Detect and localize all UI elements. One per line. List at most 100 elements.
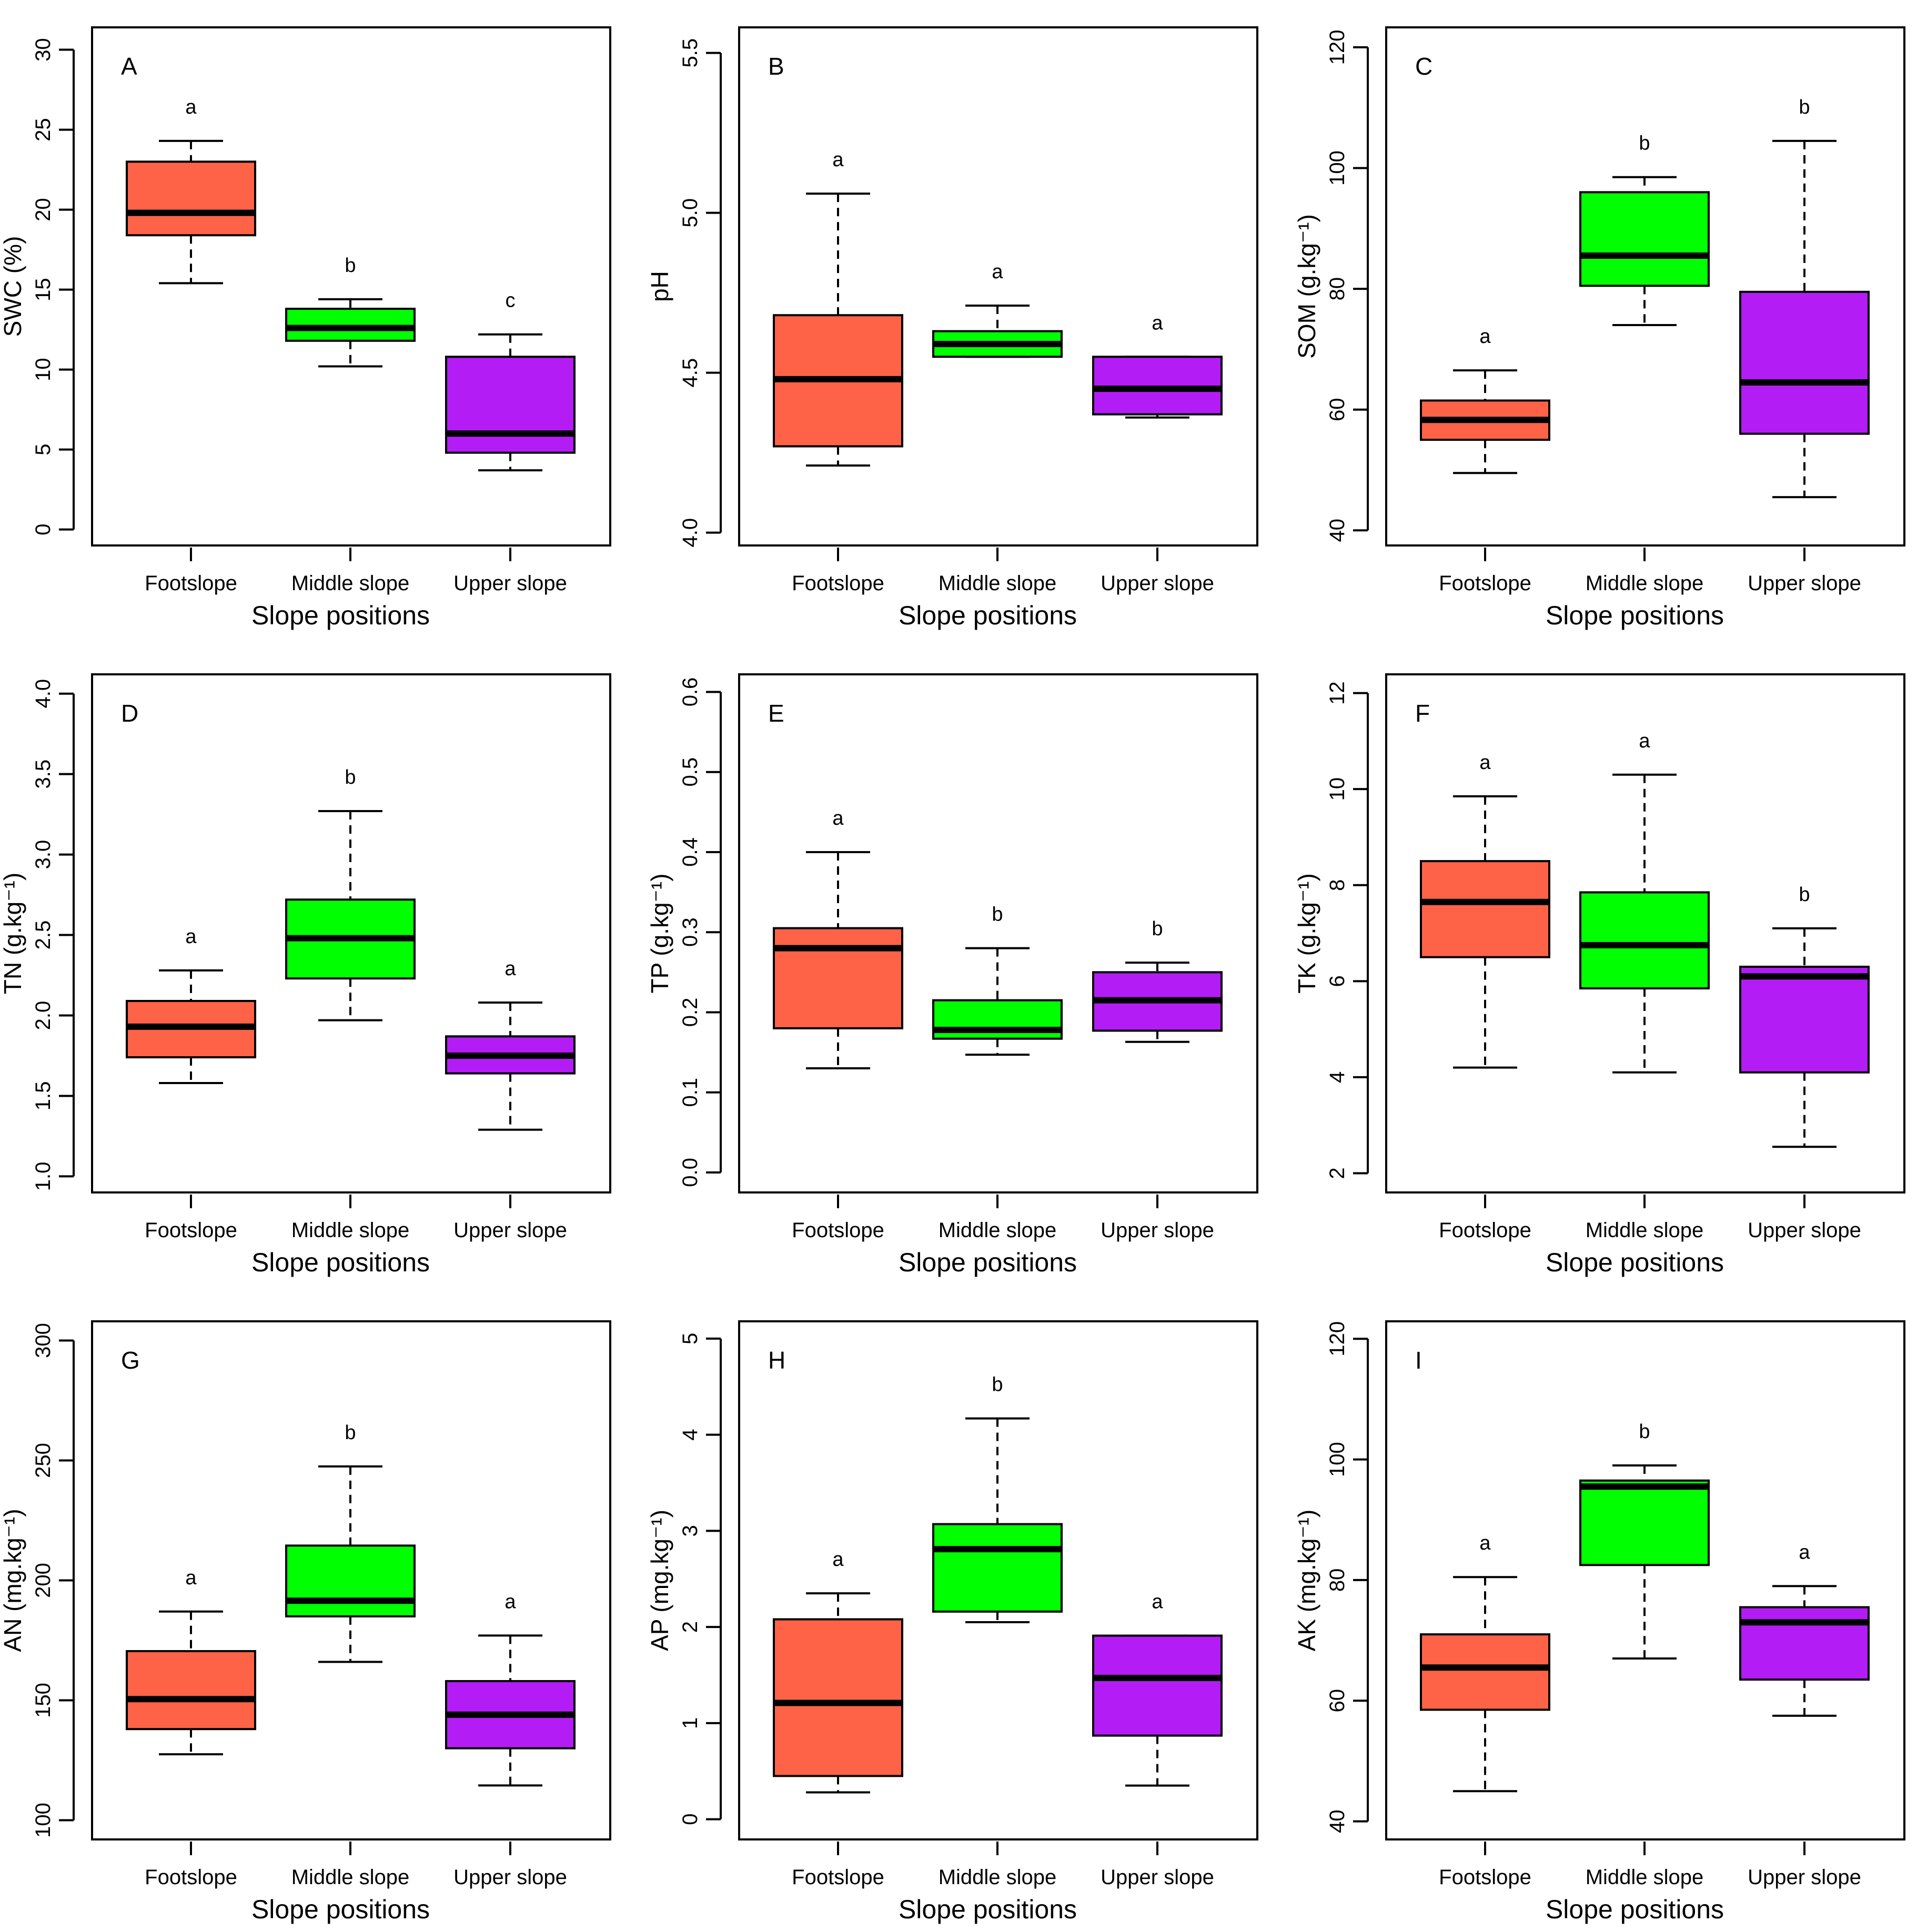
y-tick-label: 0.4 [679,837,702,867]
panel-letter: B [768,53,784,80]
iqr-box [1739,1606,1870,1681]
y-tick-label: 0.3 [679,917,702,947]
box-middle-slope: b [285,255,416,368]
plot-frame [738,1320,1258,1840]
y-axis-title: AP (mg.kg⁻¹) [646,1510,673,1651]
significance-label: a [1479,752,1491,774]
y-tick-label: 4 [1326,1071,1349,1083]
x-tick-label: Middle slope [939,1866,1057,1889]
x-axis-title: Slope positions [251,601,430,630]
iqr-box [285,1544,416,1617]
x-tick-label: Footslope [792,1866,884,1889]
box-footslope: a [126,1567,256,1756]
y-tick-label: 1.5 [32,1081,55,1111]
plot-frame [1385,26,1905,547]
iqr-box [1739,965,1870,1074]
y-tick-label: 5.0 [679,198,702,228]
y-tick-label: 120 [1326,1321,1349,1357]
y-tick-label: 120 [1326,30,1349,65]
panel-a: A 0 5 10 15 20 25 30 SWC (%) Footslope Middle slop… [0,26,611,630]
y-tick-label: 3.0 [32,840,55,869]
x-axis-title: Slope positions [899,1248,1077,1277]
x-axis-title: Slope positions [1546,1895,1724,1924]
y-tick-label: 150 [32,1683,55,1718]
box-middle-slope: a [1579,730,1710,1074]
x-axis-title: Slope positions [1546,1248,1724,1277]
plot-frame [738,26,1258,547]
significance-label: b [992,1374,1003,1396]
box-footslope: a [1420,1532,1550,1793]
iqr-box [932,1523,1063,1613]
significance-label: b [1639,1421,1650,1443]
y-tick-label: 2 [1326,1167,1349,1179]
y-tick-label: 40 [1326,1809,1349,1833]
significance-label: a [992,261,1003,283]
y-tick-label: 0.2 [679,998,702,1027]
box-upper-slope: a [445,1591,576,1787]
box-middle-slope: a [932,261,1063,358]
box-footslope: a [773,1549,903,1794]
significance-label: b [1799,884,1810,906]
panel-e: E 0.0 0.1 0.2 0.3 0.4 0.5 0.6 TP (g.kg⁻¹) Footslo… [646,673,1258,1277]
x-axis-title: Slope positions [1546,601,1724,630]
x-tick-label: Footslope [145,572,237,595]
box-middle-slope: b [932,1374,1063,1623]
significance-label: a [1639,730,1650,752]
y-tick-label: 2.5 [32,921,55,950]
significance-label: a [505,958,516,980]
y-tick-label: 0 [679,1813,702,1825]
significance-label: a [185,926,197,948]
x-tick-label: Upper slope [453,1219,567,1242]
y-tick-label: 5 [679,1333,702,1344]
panel-letter: C [1415,53,1432,80]
significance-label: a [832,1549,844,1571]
x-tick-label: Upper slope [1748,1866,1861,1889]
x-axis-title: Slope positions [899,601,1077,630]
plot-frame [91,26,611,547]
plot-frame [1385,1320,1905,1840]
y-axis-title: SOM (g.kg⁻¹) [1293,214,1320,359]
iqr-box [1579,1479,1710,1566]
y-tick-label: 1 [679,1717,702,1729]
y-tick-label: 30 [32,38,55,62]
y-tick-label: 300 [32,1323,55,1358]
box-upper-slope: a [1092,1591,1223,1787]
y-tick-label: 60 [1326,1689,1349,1713]
x-tick-label: Middle slope [291,1219,410,1242]
iqr-box [773,927,903,1029]
significance-label: b [345,766,356,788]
box-middle-slope: b [1579,133,1710,326]
box-upper-slope: a [445,958,576,1131]
y-tick-label: 4 [679,1429,702,1441]
x-tick-label: Footslope [1439,572,1531,595]
panel-b: B 4.0 4.5 5.0 5.5 pH Footslope Middle slope Uppe… [646,26,1258,630]
x-tick-label: Upper slope [453,1866,567,1889]
y-tick-label: 100 [32,1803,55,1838]
iqr-box [1579,191,1710,287]
significance-label: b [345,255,356,277]
y-tick-label: 80 [1326,1569,1349,1592]
y-tick-label: 2 [679,1621,702,1633]
y-tick-label: 0.6 [679,677,702,707]
y-axis-title: TK (g.kg⁻¹) [1293,873,1320,994]
box-upper-slope: b [1739,96,1870,499]
y-tick-label: 60 [1326,398,1349,421]
significance-label: b [1799,96,1810,118]
x-axis-title: Slope positions [251,1248,430,1277]
significance-label: b [1152,918,1163,940]
x-tick-label: Middle slope [291,1866,410,1889]
x-tick-label: Footslope [792,572,884,595]
x-tick-label: Footslope [1439,1866,1531,1889]
y-tick-label: 100 [1326,150,1349,186]
x-tick-label: Footslope [145,1866,237,1889]
box-upper-slope: a [1092,312,1223,419]
x-axis-title: Slope positions [251,1895,430,1924]
y-tick-label: 0 [32,523,55,535]
box-footslope: a [773,149,903,467]
x-tick-label: Middle slope [939,1219,1057,1242]
y-tick-label: 4.0 [32,679,55,709]
box-footslope: a [1420,326,1550,474]
plot-frame [738,673,1258,1193]
panel-g: G 100 150 200 250 300 AN (mg.kg⁻¹) Footslope Mid… [0,1320,611,1924]
